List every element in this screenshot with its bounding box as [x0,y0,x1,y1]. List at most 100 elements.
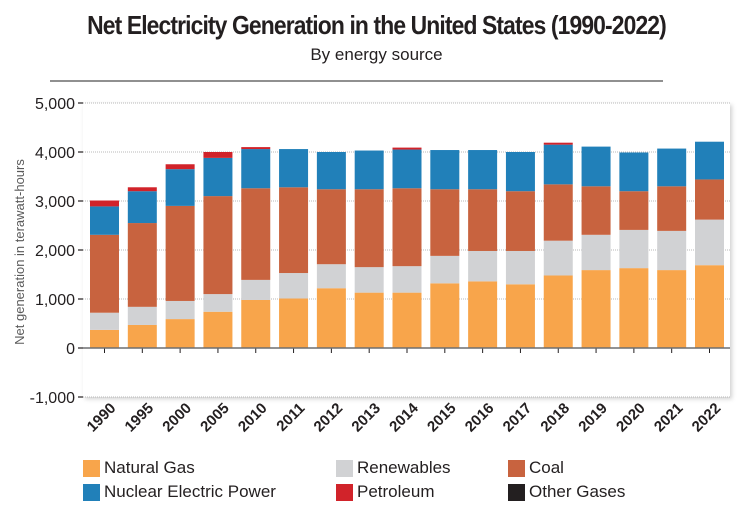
bar-segment-nuclear-electric-power [392,149,422,189]
bar-segment-petroleum [165,164,195,170]
x-tick-label: 2011 [273,400,308,435]
bar-segment-natural-gas [127,324,157,348]
bar-segment-natural-gas [354,292,384,348]
bar-segment-renewables [354,267,384,293]
x-tick-label: 2013 [348,400,384,436]
bar-segment-renewables [392,266,422,293]
bar-segment-coal [657,186,687,231]
y-tick-label: 3,000 [35,194,75,211]
bar-segment-renewables [543,240,573,276]
bar-segment-natural-gas [543,275,573,348]
bar-segment-coal [354,189,384,268]
bar-segment-nuclear-electric-power [695,141,724,180]
y-tick-label: 4,000 [35,145,75,162]
bar-segment-natural-gas [392,292,422,348]
bar-segment-renewables [581,234,611,271]
bar-segment-renewables [695,219,724,266]
bar-segment-renewables [619,229,649,269]
bar-segment-coal [316,189,346,265]
bar-segment-renewables [468,250,498,282]
bar-segment-natural-gas [241,299,271,348]
chart-subtitle: By energy source [310,45,443,64]
x-tick-label: 2012 [311,400,347,436]
bar-segment-natural-gas [165,319,195,348]
x-tick-label: 1995 [122,400,158,436]
legend-label: Nuclear Electric Power [104,482,276,501]
bar-segment-petroleum [90,200,119,207]
bar-segment-coal [279,187,309,274]
bar-segment-natural-gas [505,284,535,348]
bar-segment-nuclear-electric-power [354,150,384,190]
x-tick-label: 2005 [197,400,233,436]
x-tick-label: 2019 [575,400,611,436]
chart-title: Net Electricity Generation in the United… [87,10,667,40]
bar-segment-coal [543,184,573,241]
legend-item-nuclear: Nuclear Electric Power [83,482,276,502]
bar-segment-renewables [203,294,233,312]
bar-segment-coal [505,191,535,251]
x-tick-label: 2020 [613,400,649,436]
bar-segment-natural-gas [695,265,724,348]
x-tick-label: 2018 [537,400,573,436]
legend-label: Coal [529,458,564,477]
bar-segment-renewables [127,306,157,325]
bar-segment-petroleum [127,187,157,192]
y-axis-title: Net generation in terawatt-hours [12,159,27,345]
x-tick-label: 2000 [159,400,195,436]
legend-swatch [83,483,100,501]
bar-segment-natural-gas [203,311,233,348]
bar-segment-natural-gas [468,281,498,348]
legend-swatch [83,459,100,477]
y-tick-label: 1,000 [35,292,75,309]
legend-item-natural-gas: Natural Gas [83,458,195,478]
bar-segment-renewables [316,264,346,289]
legend-item-renewables: Renewables [336,458,451,478]
bar-segment-renewables [90,312,119,330]
x-tick-label: 1990 [84,400,120,436]
legend-item-coal: Coal [508,458,564,478]
bar-segment-renewables [165,300,195,320]
legend-label: Renewables [357,458,451,477]
bar-segment-natural-gas [316,288,346,348]
bar-segment-natural-gas [430,283,460,348]
y-tick-label: 0 [66,341,75,358]
bar-segment-coal [581,186,611,235]
bar-segment-nuclear-electric-power [90,206,119,235]
bar-segment-renewables [657,230,687,271]
x-tick-label: 2016 [462,400,498,436]
legend-label: Petroleum [357,482,435,501]
bar-segment-nuclear-electric-power [316,152,346,190]
legend-label: Other Gases [529,482,626,501]
bar-segment-nuclear-electric-power [127,191,157,224]
bars [90,141,724,348]
bar-segment-coal [619,191,649,230]
x-tick-label: 2010 [235,400,271,436]
x-tick-label: 2014 [386,399,422,435]
bar-segment-nuclear-electric-power [581,146,611,187]
bar-segment-coal [203,196,233,295]
bar-segment-coal [165,205,195,301]
legend-label: Natural Gas [104,458,195,477]
bar-segment-natural-gas [657,270,687,348]
bar-segment-nuclear-electric-power [505,152,535,192]
bar-segment-natural-gas [90,329,119,348]
bar-segment-coal [127,223,157,307]
bar-segment-petroleum [543,142,573,145]
x-tick-label: 2015 [424,400,460,436]
y-tick-label: 2,000 [35,243,75,260]
bar-segment-petroleum [392,147,422,150]
legend-item-other-gases: Other Gases [508,482,625,502]
chart-area: -1,000 0 1,000 2,000 3,000 4,000 5,000 1990 1995… [12,96,730,436]
bar-segment-nuclear-electric-power [657,148,687,187]
bar-segment-nuclear-electric-power [279,149,309,188]
x-tick-label: 2022 [689,400,725,436]
bar-segment-natural-gas [581,270,611,348]
y-tick-label: 5,000 [35,96,75,113]
bar-segment-renewables [279,273,309,299]
bar-segment-coal [468,189,498,251]
bar-segment-coal [392,188,422,267]
bar-segment-renewables [505,250,535,285]
bar-segment-nuclear-electric-power [165,169,195,206]
bar-segment-coal [241,188,271,280]
legend-swatch [336,483,353,501]
